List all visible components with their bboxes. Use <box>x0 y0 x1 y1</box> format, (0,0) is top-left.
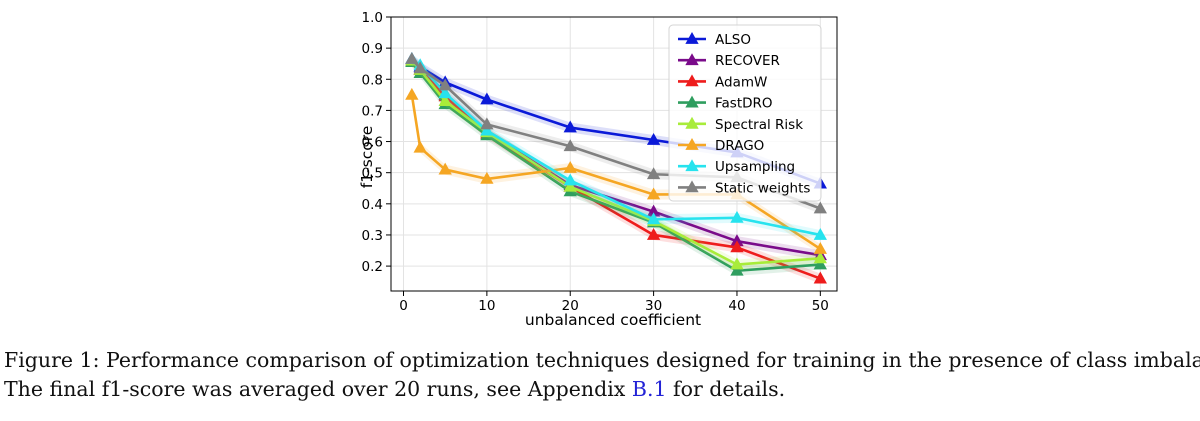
data-point-drago <box>405 87 419 100</box>
data-point-upsampling <box>813 227 827 240</box>
data-point-adamw <box>646 227 661 240</box>
data-point-also <box>646 132 661 145</box>
data-point-adamw <box>813 271 827 284</box>
legend-marker-drago <box>685 138 699 150</box>
x-axis-label: unbalanced coefficient <box>525 311 701 329</box>
legend-label-upsampling: Upsampling <box>715 159 795 175</box>
data-point-upsampling <box>563 173 577 186</box>
y-tick-label: 0.3 <box>362 228 383 244</box>
data-point-static-weights <box>438 78 452 91</box>
axes: 0 10 20 30 40 50 0.2 0.3 0.4 0.5 0.6 0.7 0.8 0.9 1.0 <box>362 10 829 314</box>
legend-marker-also <box>685 32 699 44</box>
data-point-static-weights <box>646 167 661 180</box>
series-line-spectral-risk <box>410 59 821 266</box>
data-point-spectral-risk <box>438 94 452 106</box>
legend-label-recover: RECOVER <box>715 53 780 69</box>
legend-label-also: ALSO <box>715 32 751 48</box>
x-tick-label: 30 <box>645 298 662 314</box>
series-line-fastdro <box>410 61 821 273</box>
legend-marker-fastdro <box>685 95 699 108</box>
caption-line-1: Figure 1: Performance comparison of opti… <box>4 348 1200 372</box>
legend-marker-spectral-risk <box>685 116 699 129</box>
legend-label-adamw: AdamW <box>715 74 767 90</box>
legend-label-drago: DRAGO <box>715 138 764 154</box>
data-point-static-weights <box>480 117 494 130</box>
caption-text: The final f1-score was averaged over 20 … <box>4 377 632 401</box>
legend-label-static-weights: Static weights <box>715 180 810 196</box>
data-point-upsampling <box>480 123 494 136</box>
x-tick-label: 40 <box>728 298 745 314</box>
y-tick-label: 0.8 <box>362 72 383 88</box>
data-point-fastdro <box>730 263 744 276</box>
y-tick-label: 0.9 <box>362 41 383 57</box>
data-point-upsampling <box>438 86 452 99</box>
y-tick-label: 0.2 <box>362 259 383 275</box>
data-point-spectral-risk <box>813 251 827 264</box>
y-tick-label: 0.6 <box>362 135 383 151</box>
legend-label-spectral-risk: Spectral Risk <box>715 117 803 133</box>
x-tick-label: 50 <box>812 298 829 314</box>
x-tick-label: 20 <box>562 298 579 314</box>
appendix-link[interactable]: B.1 <box>631 377 667 401</box>
data-point-upsampling <box>730 210 744 223</box>
data-point-also <box>480 92 494 105</box>
data-point-spectral-risk <box>730 257 744 270</box>
legend-marker-adamw <box>685 74 699 87</box>
caption-text-end: for details. <box>666 377 786 401</box>
data-point-static-weights <box>813 201 827 214</box>
y-tick-label: 0.5 <box>362 166 383 182</box>
x-tick-label: 0 <box>399 298 408 314</box>
data-point-recover <box>730 234 744 247</box>
legend-marker-recover <box>685 53 699 66</box>
data-point-recover <box>646 204 661 217</box>
data-point-upsampling <box>646 212 661 225</box>
data-point-adamw <box>730 240 744 253</box>
y-tick-label: 0.7 <box>362 103 383 119</box>
data-point-drago <box>438 162 452 175</box>
y-axis-label: f1-score <box>358 126 376 189</box>
legend-marker-upsampling <box>685 159 699 172</box>
data-point-static-weights <box>563 139 577 152</box>
legend: ALSO RECOVER AdamW FastDRO Spectral Risk DRAG… <box>668 24 822 202</box>
data-point-static-weights <box>405 52 419 64</box>
caption-line-2: The final f1-score was averaged over 20 … <box>4 375 1200 404</box>
data-point-drago <box>480 171 494 184</box>
y-tick-label: 1.0 <box>362 10 383 26</box>
data-point-spectral-risk <box>563 179 577 192</box>
data-point-fastdro <box>813 257 827 270</box>
data-point-drago <box>646 187 661 200</box>
legend-marker-static-weights <box>685 180 699 193</box>
data-point-drago <box>413 140 427 153</box>
data-point-also <box>563 120 577 133</box>
legend-label-fastdro: FastDRO <box>715 96 773 112</box>
data-point-drago <box>563 161 577 173</box>
figure-caption: Figure 1: Performance comparison of opti… <box>4 346 1200 404</box>
x-tick-label: 10 <box>478 298 495 314</box>
plot-frame <box>390 16 838 292</box>
line-chart: 0 10 20 30 40 50 0.2 0.3 0.4 0.5 0.6 0.7 0.8 0.9 1.0 f… <box>358 10 838 329</box>
data-point-drago <box>813 241 827 254</box>
legend-box <box>668 24 822 202</box>
data-point-static-weights <box>413 61 427 74</box>
y-tick-label: 0.4 <box>362 197 383 213</box>
